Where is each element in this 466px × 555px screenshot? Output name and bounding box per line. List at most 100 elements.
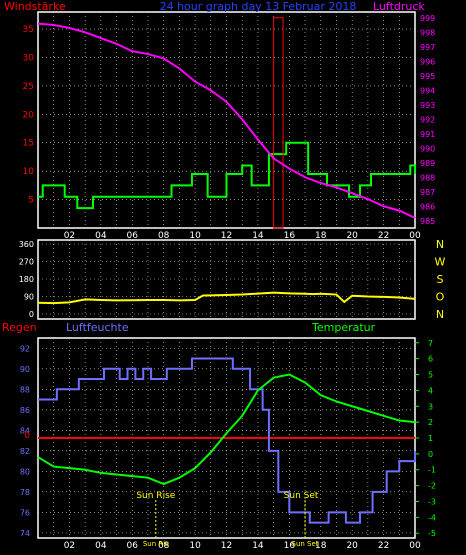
compass-label: N xyxy=(436,308,444,321)
panel3-left-tick-label: 90 xyxy=(20,365,30,374)
graph-title: 24 hour graph day 13 Februar 2018 xyxy=(160,0,357,13)
panel1-right-tick-label: 994 xyxy=(420,86,435,95)
panel3-right-tick-label: 0 xyxy=(428,450,433,459)
panel3-right-tick-label: 4 xyxy=(428,386,433,395)
panel3-right-tick-label: -3 xyxy=(428,497,436,506)
panel3-right-tick-label: -2 xyxy=(428,482,436,491)
panel1-x-tick-label: 08 xyxy=(158,231,170,241)
panel1-right-tick-label: 991 xyxy=(420,130,435,139)
panel1-x-tick-label: 20 xyxy=(346,231,358,241)
panel1-right-tick-label: 997 xyxy=(420,43,435,52)
panel1-right-axis: 985 986 987 988 989 990 991 992 993 994 995 996 997 9… xyxy=(420,14,435,226)
panel2-grid xyxy=(38,240,415,319)
panel1-left-tick-label: 10 xyxy=(23,167,35,177)
panel2-left-tick-label: 90 xyxy=(24,293,34,302)
compass-label: W xyxy=(435,256,446,269)
panel1-right-tick-label: 996 xyxy=(420,57,435,66)
panel3-left-tick-label: 82 xyxy=(20,447,30,456)
sunset-label: Sun Set xyxy=(284,491,319,501)
panel1-right-tick-label: 998 xyxy=(420,28,435,37)
panel3-x-tick-label: 00 xyxy=(409,541,421,551)
regen-title: Regen xyxy=(2,321,37,334)
panel3-x-tick-label: 12 xyxy=(221,541,232,551)
panel1-left-tick-label: 20 xyxy=(23,110,35,120)
panel1-right-tick-label: 992 xyxy=(420,115,435,124)
temperatur-title: Temperatur xyxy=(311,321,376,334)
panel3-right-axis: -5 -4 -3 -2 -1 0 1 2 3 4 5 6 7 xyxy=(415,339,436,538)
panel3-right-tick-label: -1 xyxy=(428,466,436,475)
panel1-left-axis: 5 10 15 20 25 30 35 xyxy=(23,25,35,206)
compass-label: O xyxy=(436,291,445,304)
panel1-right-tick-label: 990 xyxy=(420,144,435,153)
sunrise-axis-label: Sun Ris xyxy=(143,540,169,548)
windstaerke-series xyxy=(38,141,416,210)
panel1-right-tick-label: 987 xyxy=(420,188,435,197)
panel1-right-tick-label: 988 xyxy=(420,173,435,182)
windrichtung-series xyxy=(37,291,416,305)
panel1-right-tick-label: 993 xyxy=(420,101,435,110)
panel3-right-tick-label: 1 xyxy=(428,434,433,443)
panel1-right-tick-label: 999 xyxy=(420,14,435,23)
panel3-left-tick-label: 86 xyxy=(20,406,30,415)
panel1-right-tick-label: 989 xyxy=(420,159,435,168)
luftfeuchte-title: Luftfeuchte xyxy=(66,321,129,334)
panel3-left-tick-label: 74 xyxy=(20,529,30,538)
compass-label: S xyxy=(437,273,444,286)
luftdruck-series xyxy=(37,22,416,219)
panel2-left-tick-label: 360 xyxy=(19,240,34,249)
panel1-x-tick-label: 04 xyxy=(95,231,107,241)
panel3-right-tick-label: -4 xyxy=(428,513,436,522)
regen-zero-label: 0 xyxy=(24,431,30,441)
panel3-right-tick-label: 7 xyxy=(428,339,433,348)
temperatur-series xyxy=(37,373,416,486)
panel3-x-tick-label: 14 xyxy=(252,541,264,551)
panel1-right-tick-label: 986 xyxy=(420,202,435,211)
panel1-left-tick-label: 30 xyxy=(23,53,35,63)
panel1-left-tick-label: 15 xyxy=(23,139,34,149)
gust-bar xyxy=(273,17,284,229)
windstaerke-title: Windstärke xyxy=(4,0,66,13)
panel3-x-tick-label: 04 xyxy=(95,541,107,551)
panel1-left-tick-label: 5 xyxy=(28,196,34,206)
panel3-x-tick-label: 10 xyxy=(189,541,201,551)
compass-label: N xyxy=(436,238,444,251)
panel3-x-axis: 02 04 06 08 10 12 14 16 18 20 22 00 xyxy=(64,541,421,551)
panel1-x-axis: 02 04 06 08 10 12 14 16 18 20 22 00 xyxy=(64,231,421,241)
sunset-axis-label: Sun Set xyxy=(292,540,319,548)
panel1-x-tick-label: 12 xyxy=(221,231,232,241)
panel1-right-tick-label: 995 xyxy=(420,72,435,81)
panel3-left-tick-label: 84 xyxy=(20,426,30,435)
panel1-x-tick-label: 00 xyxy=(409,231,421,241)
panel2-series xyxy=(37,291,416,305)
panel1-x-tick-label: 14 xyxy=(252,231,264,241)
panel3-left-tick-label: 92 xyxy=(20,344,30,353)
luftfeuchte-series xyxy=(38,357,416,524)
panel1-x-tick-label: 22 xyxy=(378,231,389,241)
panel3-right-tick-label: 6 xyxy=(428,355,433,364)
panel3-x-tick-label: 16 xyxy=(284,541,296,551)
panel2-left-tick-label: 180 xyxy=(19,275,34,284)
panel2-left-tick-label: 270 xyxy=(19,258,34,267)
panel3-left-tick-label: 76 xyxy=(20,508,30,517)
panel3-x-tick-label: 02 xyxy=(64,541,75,551)
panel3-left-axis: 74 76 78 80 82 84 86 88 90 92 xyxy=(20,344,30,538)
panel3-left-tick-label: 78 xyxy=(20,488,30,497)
panel2-left-tick-label: 0 xyxy=(29,310,34,319)
panel3-x-tick-label: 18 xyxy=(315,541,327,551)
panel3-right-tick-label: 5 xyxy=(428,371,433,380)
panel1-x-tick-label: 10 xyxy=(189,231,201,241)
panel3-x-tick-label: 06 xyxy=(127,541,139,551)
panel1-left-tick-label: 35 xyxy=(23,25,34,35)
panel3-x-tick-label: 20 xyxy=(346,541,358,551)
panel1-series xyxy=(37,17,416,229)
panel1-left-tick-label: 25 xyxy=(23,82,34,92)
panel1-x-tick-label: 18 xyxy=(315,231,327,241)
panel1-x-tick-label: 06 xyxy=(127,231,139,241)
panel3-right-tick-label: 2 xyxy=(428,418,433,427)
panel1-right-tick-label: 985 xyxy=(420,217,435,226)
panel1-x-tick-label: 16 xyxy=(284,231,296,241)
sunrise-label: Sun Rise xyxy=(136,491,175,501)
